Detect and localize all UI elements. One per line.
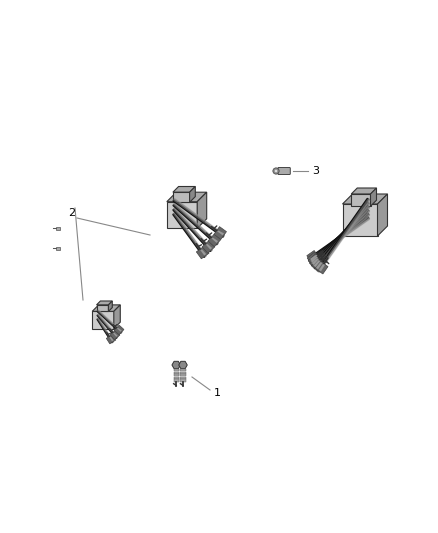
- Polygon shape: [307, 251, 320, 264]
- Polygon shape: [172, 361, 180, 369]
- Polygon shape: [197, 192, 207, 228]
- Polygon shape: [351, 194, 371, 206]
- Polygon shape: [113, 333, 117, 337]
- Bar: [173, 379, 179, 382]
- Polygon shape: [190, 187, 195, 203]
- Polygon shape: [308, 254, 321, 268]
- Polygon shape: [114, 325, 124, 335]
- Polygon shape: [378, 194, 388, 236]
- Bar: [173, 372, 179, 374]
- Polygon shape: [110, 337, 113, 341]
- Polygon shape: [202, 240, 215, 253]
- Polygon shape: [314, 261, 328, 274]
- Bar: [173, 374, 179, 376]
- Polygon shape: [108, 301, 112, 311]
- Bar: [173, 377, 179, 379]
- Polygon shape: [314, 260, 321, 267]
- Bar: [173, 369, 179, 372]
- Polygon shape: [196, 246, 209, 259]
- Bar: [56, 246, 60, 249]
- Circle shape: [275, 169, 277, 172]
- Bar: [180, 372, 186, 374]
- Polygon shape: [200, 249, 206, 255]
- Polygon shape: [307, 253, 321, 266]
- Polygon shape: [110, 330, 120, 340]
- Bar: [180, 377, 186, 379]
- Polygon shape: [92, 305, 120, 311]
- Bar: [180, 379, 186, 382]
- Polygon shape: [114, 305, 120, 329]
- Polygon shape: [311, 256, 318, 263]
- Polygon shape: [312, 259, 325, 272]
- Polygon shape: [351, 188, 377, 194]
- Polygon shape: [310, 256, 323, 270]
- Polygon shape: [179, 361, 187, 369]
- Bar: [56, 227, 60, 230]
- Bar: [180, 374, 186, 376]
- Polygon shape: [206, 244, 212, 249]
- Text: 2: 2: [68, 208, 76, 218]
- Polygon shape: [208, 234, 221, 247]
- Polygon shape: [106, 335, 116, 344]
- Polygon shape: [173, 187, 195, 192]
- Text: 1: 1: [214, 388, 221, 398]
- Polygon shape: [343, 194, 388, 204]
- Polygon shape: [310, 255, 318, 261]
- Polygon shape: [167, 201, 197, 228]
- Text: 3: 3: [312, 166, 319, 176]
- Polygon shape: [316, 262, 322, 269]
- Polygon shape: [96, 305, 108, 311]
- Polygon shape: [217, 231, 224, 235]
- Polygon shape: [214, 227, 226, 239]
- Polygon shape: [92, 311, 114, 329]
- Polygon shape: [117, 328, 122, 332]
- Bar: [180, 369, 186, 372]
- Circle shape: [273, 168, 279, 174]
- Polygon shape: [312, 259, 319, 265]
- Polygon shape: [319, 264, 325, 271]
- Polygon shape: [173, 192, 190, 203]
- Polygon shape: [96, 301, 112, 305]
- FancyBboxPatch shape: [278, 167, 290, 174]
- Polygon shape: [212, 238, 218, 243]
- Polygon shape: [167, 192, 207, 201]
- Polygon shape: [343, 204, 378, 236]
- Polygon shape: [371, 188, 377, 206]
